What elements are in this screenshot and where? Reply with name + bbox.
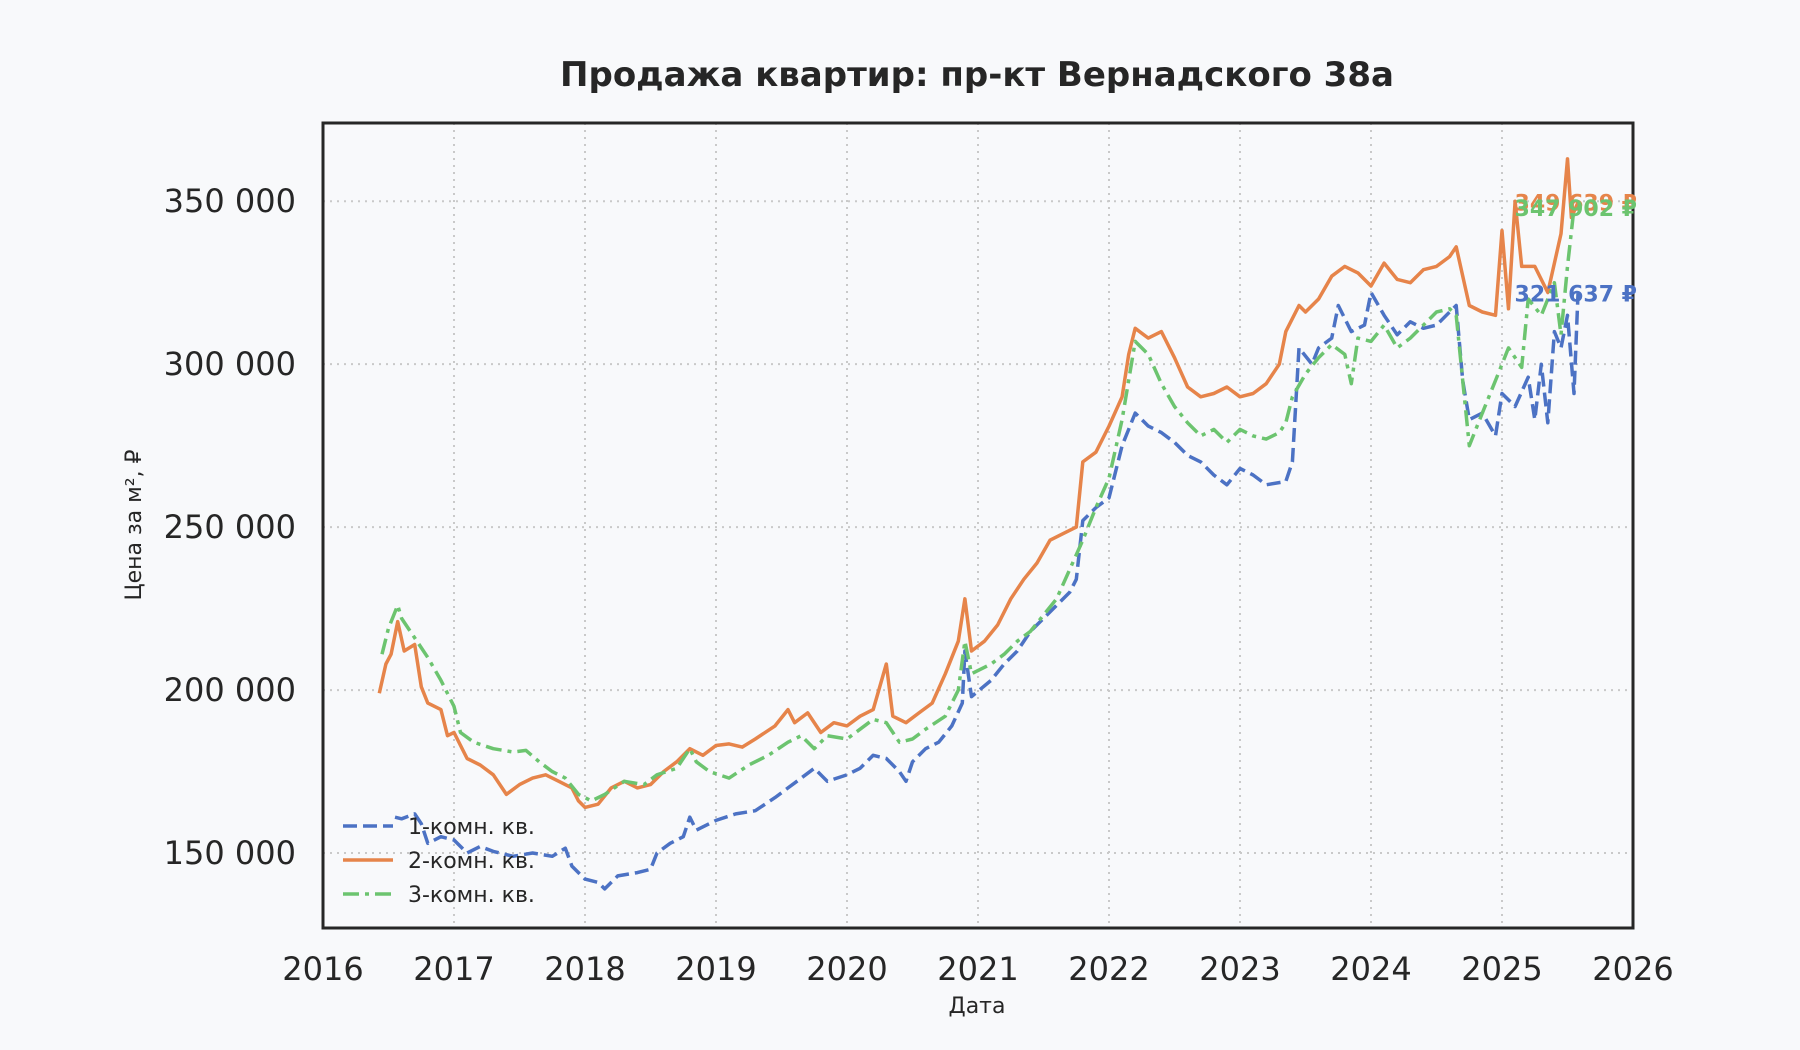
y-tick-label: 250 000	[164, 508, 296, 546]
legend: 1-комн. кв. 2-комн. кв. 3-комн. кв.	[343, 815, 535, 908]
x-tick-label: 2026	[1592, 950, 1673, 988]
x-tick-label: 2018	[544, 950, 625, 988]
chart-title: Продажа квартир: пр-кт Вернадского 38а	[560, 55, 1394, 95]
end-value-label-1: 321 637 ₽	[1515, 283, 1637, 308]
legend-label-1: 1-комн. кв.	[408, 815, 535, 840]
y-axis-label: Цена за м², ₽	[122, 449, 147, 600]
x-tick-labels: 2016 2017 2018 2019 2020 2021 2022 2023 2024 2025…	[282, 950, 1673, 988]
x-tick-label: 2017	[413, 950, 494, 988]
legend-label-2: 2-комн. кв.	[408, 849, 535, 874]
x-tick-label: 2024	[1330, 950, 1411, 988]
x-tick-label: 2025	[1461, 950, 1542, 988]
end-value-label-3: 347 902 ₽	[1515, 197, 1637, 222]
legend-label-3: 3-комн. кв.	[408, 883, 535, 908]
x-tick-label: 2020	[806, 950, 887, 988]
y-tick-label: 300 000	[164, 345, 296, 383]
end-value-label-2: 349 639 ₽	[1515, 191, 1637, 216]
y-tick-label: 350 000	[164, 182, 296, 220]
x-tick-label: 2022	[1068, 950, 1149, 988]
x-tick-label: 2021	[937, 950, 1018, 988]
series-line-1	[394, 290, 1580, 891]
x-tick-label: 2019	[675, 950, 756, 988]
plot-frame	[321, 121, 1635, 930]
x-tick-label: 2016	[282, 950, 363, 988]
series-line-3	[380, 207, 1576, 803]
x-tick-label: 2023	[1199, 950, 1280, 988]
x-axis-label: Дата	[949, 994, 1006, 1019]
y-tick-labels: 150 000 200 000 250 000 300 000 350 000	[164, 182, 296, 872]
end-value-labels: 321 637 ₽ 349 639 ₽347 902 ₽	[1515, 191, 1637, 307]
y-tick-label: 200 000	[164, 671, 296, 709]
series-lines	[377, 157, 1580, 891]
y-tick-label: 150 000	[164, 834, 296, 872]
series-line-2	[377, 157, 1580, 810]
